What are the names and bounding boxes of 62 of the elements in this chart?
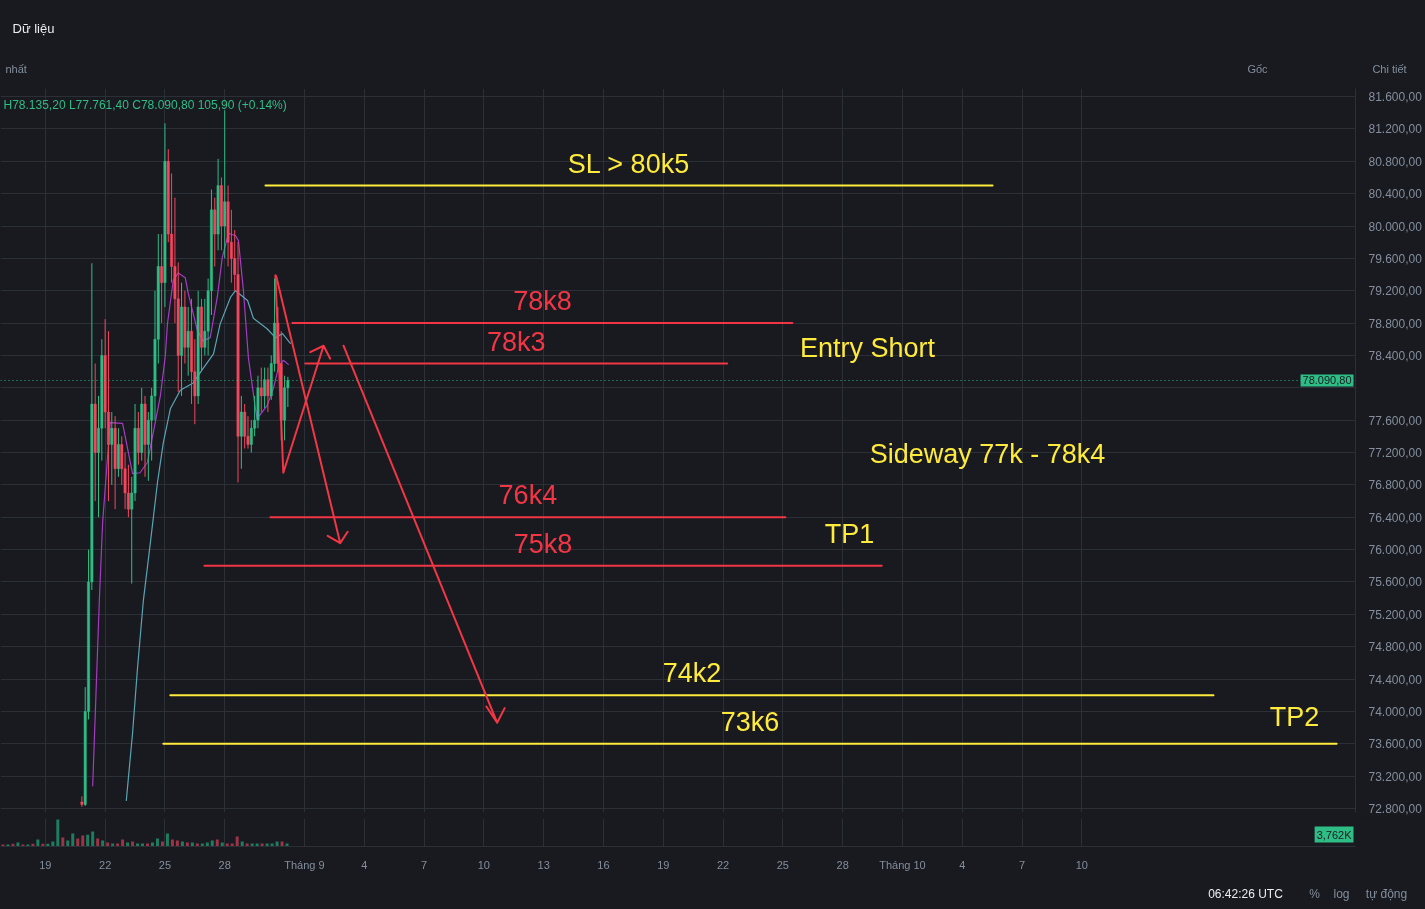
text: Gốc <box>1247 62 1269 75</box>
y-tick-label: 76.000,00 <box>1368 543 1423 558</box>
y-tick-label: 72.800,00 <box>1368 801 1423 816</box>
x-tick-label: 13 <box>537 858 550 871</box>
y-tick-label: 80.000,00 <box>1368 219 1423 234</box>
x-tick-label: 10 <box>1075 858 1088 871</box>
y-tick-label: 73.600,00 <box>1368 737 1423 752</box>
x-tick-label: 28 <box>218 858 231 871</box>
series-label: 73k6 <box>720 706 780 737</box>
y-tick-label: 76.800,00 <box>1368 478 1423 493</box>
x-tick-label: 22 <box>99 858 112 871</box>
series-label: 74k2 <box>662 658 722 689</box>
x-tick-label: 7 <box>1018 858 1026 871</box>
x-tick-label: 22 <box>716 858 730 871</box>
y-tick-label: 75.600,00 <box>1368 575 1423 590</box>
text: % <box>1309 886 1321 901</box>
y-tick-label: 77.200,00 <box>1368 446 1423 461</box>
x-tick-label: 4 <box>361 858 368 871</box>
y-tick-label: 74.000,00 <box>1368 704 1423 719</box>
series-label: 78k3 <box>486 326 546 357</box>
text: nhất <box>5 62 27 75</box>
annotation: Sideway 77k - 78k4 <box>869 438 1106 469</box>
x-tick-label: 25 <box>158 858 172 871</box>
y-tick-label: 79.200,00 <box>1368 284 1423 299</box>
y-tick-label: 76.400,00 <box>1368 510 1423 525</box>
x-tick-label: 28 <box>836 858 849 871</box>
text: Chi tiết <box>1372 62 1407 75</box>
x-tick-label: 19 <box>39 858 52 871</box>
y-tick-label: 81.200,00 <box>1368 122 1423 137</box>
series-label: SL > 80k5 <box>567 148 690 179</box>
y-tick-label: 77.600,00 <box>1368 413 1423 428</box>
annotation: TP1 <box>824 518 875 549</box>
text: 06:42:26 UTC <box>1208 886 1284 901</box>
y-tick-label: 79.600,00 <box>1368 251 1423 266</box>
y-tick-label: 74.800,00 <box>1368 640 1423 655</box>
x-tick-label: 7 <box>421 858 428 871</box>
y-tick-label: 80.400,00 <box>1368 187 1423 202</box>
y-tick-label: 78.400,00 <box>1368 348 1423 363</box>
series-label: 78k8 <box>513 286 572 317</box>
x-tick-label: 25 <box>776 858 789 871</box>
series-label: 76k4 <box>498 480 558 511</box>
annotation: Entry Short <box>799 332 936 363</box>
x-tick-label: 19 <box>657 858 670 871</box>
x-tick-label: 16 <box>597 858 610 871</box>
x-tick-label: Tháng 10 <box>879 858 926 871</box>
y-tick-label: 74.400,00 <box>1368 672 1423 687</box>
x-tick-label: 10 <box>477 858 490 871</box>
annotation: TP2 <box>1269 701 1320 732</box>
annotation: 3,762K <box>1316 828 1353 841</box>
y-tick-label: 75.200,00 <box>1368 607 1423 622</box>
y-tick-label: 73.200,00 <box>1368 769 1423 784</box>
text: log <box>1333 886 1350 901</box>
y-tick-label: 80.800,00 <box>1368 154 1423 169</box>
series-label: 75k8 <box>513 528 573 559</box>
x-tick-label: 4 <box>959 858 966 871</box>
y-tick-label: 78.800,00 <box>1368 316 1423 331</box>
chart-title: Dữ liệu <box>12 21 55 36</box>
x-tick-label: Tháng 9 <box>284 858 325 871</box>
y-tick-label: 81.600,00 <box>1368 90 1423 105</box>
text: tự động <box>1365 886 1408 901</box>
ref-line-label: 78.090,80 <box>1302 374 1352 387</box>
annotation: H78.135,20 L77.761,40 C78.090,80 105,90 (+0.14%) <box>3 97 287 112</box>
